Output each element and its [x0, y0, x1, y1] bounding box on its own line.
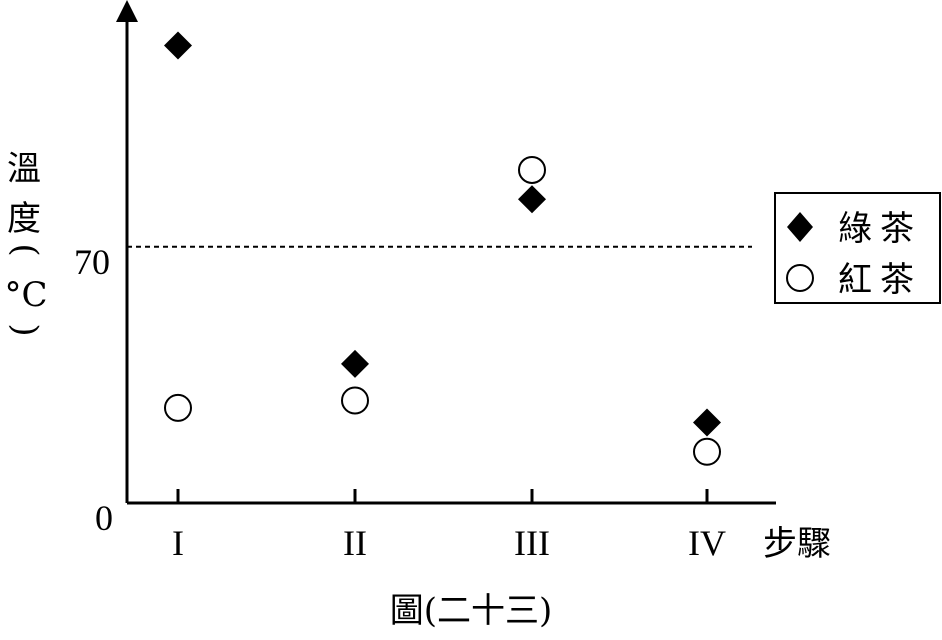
y-label-paren-open: (	[5, 243, 45, 256]
point-green-tea-1	[164, 31, 192, 60]
x-axis-label: 步驟	[763, 524, 831, 564]
legend-label-black-tea: 紅茶	[838, 260, 922, 300]
point-black-tea-3	[518, 155, 546, 184]
x-tick-label-2: II	[343, 523, 367, 563]
x-tick-label-1: I	[172, 523, 184, 563]
y-axis-arrow	[116, 0, 138, 22]
y-tick-label-70: 70	[74, 242, 110, 282]
legend-diamond-icon	[787, 212, 813, 242]
legend: 綠茶 紅茶	[774, 192, 941, 304]
x-tick-label-3: III	[514, 523, 550, 563]
figure-caption: 圖(二十三)	[390, 591, 553, 631]
point-green-tea-4	[693, 408, 721, 437]
point-green-tea-2	[341, 349, 369, 378]
y-axis-label: 溫 度 ( °C )	[4, 149, 47, 337]
data-points	[164, 31, 721, 466]
point-green-tea-3	[518, 185, 546, 214]
y-label-line-2: 度	[7, 199, 41, 239]
y-tick-label-0: 0	[95, 498, 113, 538]
legend-circle-icon	[786, 264, 814, 292]
point-black-tea-1	[164, 393, 192, 422]
point-black-tea-4	[693, 437, 721, 466]
legend-label-green-tea: 綠茶	[838, 209, 922, 249]
x-ticks: I II III IV	[172, 489, 726, 563]
y-label-line-1: 溫	[7, 149, 41, 189]
point-black-tea-2	[341, 386, 369, 415]
y-label-paren-close: )	[5, 323, 45, 336]
x-tick-label-4: IV	[688, 523, 726, 563]
y-label-unit: °C	[4, 275, 47, 315]
